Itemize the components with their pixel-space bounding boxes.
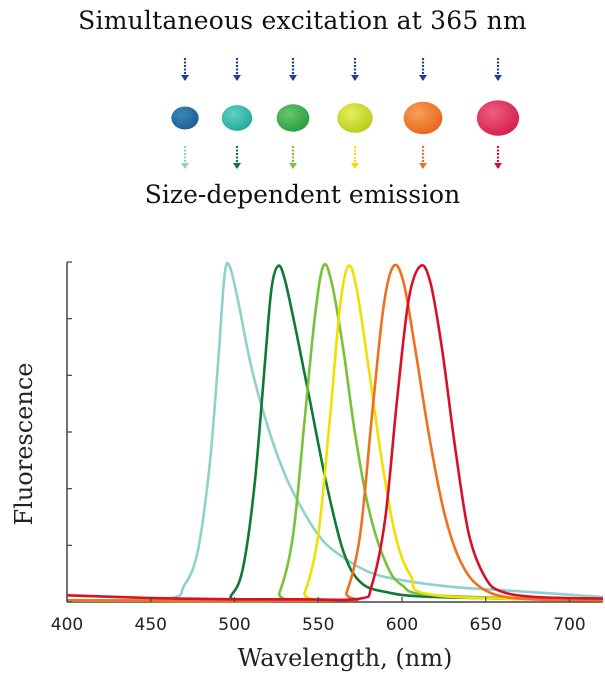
chart-subtitle: Size-dependent emission [144,180,461,209]
chart-title: Simultaneous excitation at 365 nm [78,6,527,35]
excitation-arrow-icon [181,58,189,81]
quantum-dot [171,106,199,130]
emission-arrow-icon [494,146,502,169]
x-tick-label: 600 [386,615,418,635]
quantum-dot [337,103,373,133]
emission-curve-6 [66,264,604,602]
quantum-dot [221,105,253,131]
x-tick-label: 650 [470,615,502,635]
emission-curve-5 [66,263,604,603]
quantum-dot-row [171,58,520,169]
fluorescence-chart: 400 450 500 550 600 650 700 Wavelength, (nm) F… [10,261,604,672]
emission-curve-1 [66,261,604,602]
emission-curve-3 [66,262,604,603]
quantum-dot [403,101,443,135]
quantum-dot [476,100,520,136]
emission-arrow-icon [233,146,241,169]
excitation-arrow-icon [351,58,359,81]
x-tick-label: 550 [302,615,334,635]
x-tick-label: 450 [135,615,167,635]
x-tick-label: 400 [51,615,83,635]
y-axis-label: Fluorescence [10,363,38,526]
quantum-dot [276,104,310,132]
excitation-arrow-icon [494,58,502,81]
excitation-arrow-icon [289,58,297,81]
emission-arrow-icon [289,146,297,169]
x-tick-label: 700 [553,615,585,635]
emission-arrow-icon [419,146,427,169]
x-axis-label: Wavelength, (nm) [238,644,453,672]
excitation-arrow-icon [233,58,241,81]
emission-arrow-icon [181,146,189,169]
excitation-arrow-icon [419,58,427,81]
x-tick-label: 500 [218,615,250,635]
emission-arrow-icon [351,146,359,169]
